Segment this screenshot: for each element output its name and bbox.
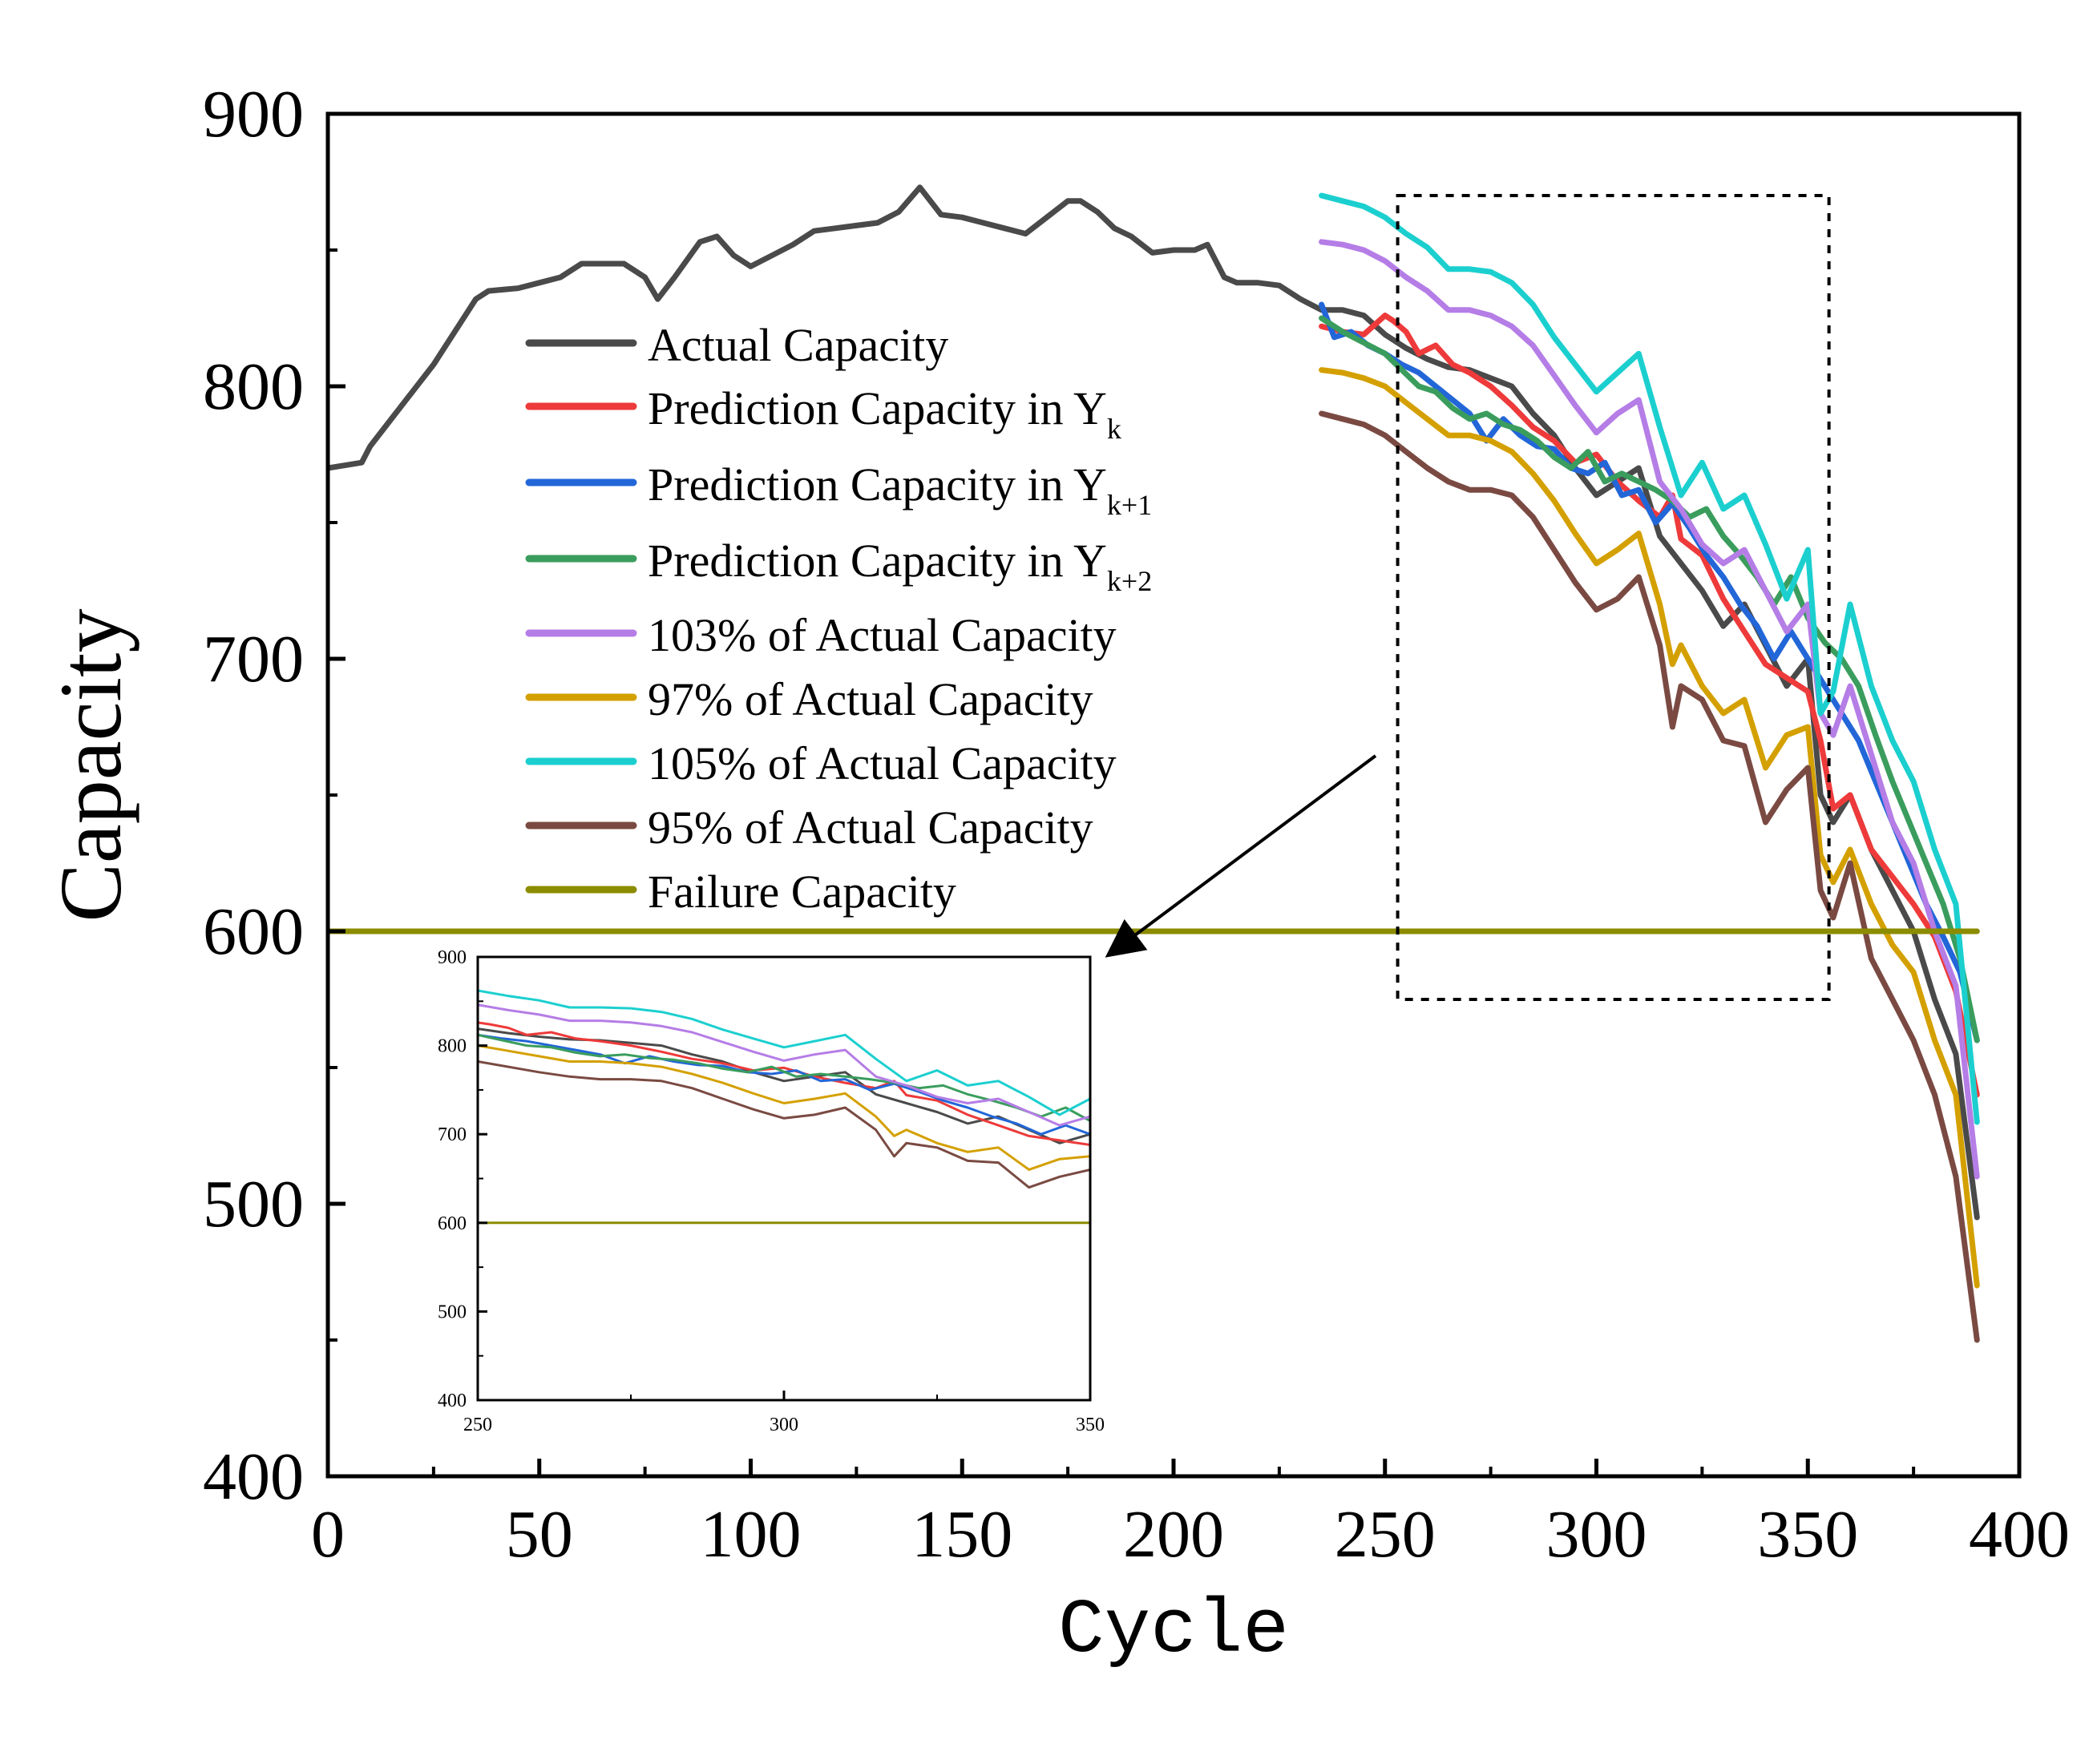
legend-item-actual: Actual Capacity bbox=[525, 319, 948, 371]
legend-subscript: k+2 bbox=[1107, 565, 1152, 597]
zoom-arrow bbox=[1105, 754, 1377, 958]
inset-background bbox=[478, 957, 1090, 1400]
series-line-p97 bbox=[1319, 367, 1980, 1289]
legend-item-p97: 97% of Actual Capacity bbox=[525, 673, 1093, 725]
legend-subscript: k bbox=[1107, 413, 1121, 445]
x-tick-label: 350 bbox=[1757, 1497, 1858, 1572]
inset-x-tick-label: 350 bbox=[1076, 1415, 1105, 1435]
inset-series-line-actual bbox=[478, 1027, 1090, 1144]
x-tick-label: 100 bbox=[701, 1497, 802, 1572]
zoom-indicator bbox=[1105, 194, 1831, 1001]
legend-label: 97% of Actual Capacity bbox=[648, 673, 1093, 725]
legend-label: Failure Capacity bbox=[648, 866, 956, 918]
y-axis-title: Capacity bbox=[42, 609, 139, 922]
main-series-group bbox=[328, 184, 1980, 1343]
inset-y-tick-label: 800 bbox=[438, 1036, 467, 1057]
inset-series-line-p103 bbox=[478, 1003, 1090, 1127]
legend-item-failure: Failure Capacity bbox=[525, 866, 956, 918]
x-tick-label: 150 bbox=[911, 1497, 1012, 1572]
legend-item-p95: 95% of Actual Capacity bbox=[525, 801, 1093, 854]
legend-item-pred_k2: Prediction Capacity in Yk+2 bbox=[525, 535, 1152, 597]
legend-subscript: k+1 bbox=[1107, 489, 1152, 521]
inset-series-line-pred_k1 bbox=[478, 1033, 1090, 1136]
x-tick-label: 250 bbox=[1335, 1497, 1436, 1572]
legend-label: 103% of Actual Capacity bbox=[648, 609, 1117, 661]
legend-item-p103: 103% of Actual Capacity bbox=[525, 609, 1117, 661]
y-tick-label: 500 bbox=[203, 1167, 304, 1241]
inset-y-tick-label: 500 bbox=[438, 1302, 467, 1322]
series-line-p95 bbox=[1319, 410, 1980, 1343]
y-tick-label: 800 bbox=[203, 349, 304, 424]
inset-series-line-p105 bbox=[478, 989, 1090, 1116]
inset-series-line-pred_k2 bbox=[478, 1033, 1090, 1123]
inset-y-tick-label: 700 bbox=[438, 1124, 467, 1145]
y-tick-label: 600 bbox=[203, 894, 304, 969]
inset-series-line-p97 bbox=[478, 1044, 1090, 1171]
legend: Actual Capacity Prediction Capacity in Yk… bbox=[525, 319, 1152, 918]
x-tick-label: 300 bbox=[1546, 1497, 1647, 1572]
legend-label: Actual Capacity bbox=[648, 319, 948, 371]
zoom-box bbox=[1396, 194, 1831, 1001]
inset-series-group bbox=[478, 989, 1090, 1225]
x-tick-label: 50 bbox=[506, 1497, 573, 1572]
x-tick-label: 200 bbox=[1123, 1497, 1224, 1572]
inset-y-tick-label: 600 bbox=[438, 1213, 467, 1234]
series-line-actual bbox=[328, 184, 1980, 1221]
inset-y-tick-label: 400 bbox=[438, 1391, 467, 1411]
inset-chart: 250 300 350 400 500 600 700 800 900 bbox=[438, 947, 1105, 1435]
x-tick-label: 0 bbox=[311, 1497, 345, 1572]
series-line-p105 bbox=[1319, 192, 1980, 1125]
y-tick-label: 400 bbox=[203, 1439, 304, 1514]
legend-item-pred_k: Prediction Capacity in Yk bbox=[525, 382, 1121, 445]
y-tick-label: 700 bbox=[203, 622, 304, 696]
inset-x-tick-label: 250 bbox=[463, 1415, 492, 1435]
inset-x-tick-label: 300 bbox=[770, 1415, 798, 1435]
series-line-pred_k2 bbox=[1319, 315, 1980, 1043]
legend-label: Prediction Capacity in Yk+1 bbox=[648, 458, 1152, 521]
legend-item-p105: 105% of Actual Capacity bbox=[525, 737, 1117, 789]
legend-label: 105% of Actual Capacity bbox=[648, 737, 1117, 789]
x-axis-title: Cycle bbox=[1058, 1587, 1289, 1674]
legend-label: 95% of Actual Capacity bbox=[648, 801, 1093, 854]
legend-label: Prediction Capacity in Yk+2 bbox=[648, 535, 1152, 597]
series-line-p103 bbox=[1319, 239, 1980, 1180]
legend-item-pred_k1: Prediction Capacity in Yk+1 bbox=[525, 458, 1152, 521]
inset-series-line-p95 bbox=[478, 1060, 1090, 1189]
y-tick-label: 900 bbox=[203, 77, 304, 151]
legend-label: Prediction Capacity in Yk bbox=[648, 382, 1121, 445]
inset-y-tick-label: 900 bbox=[438, 947, 467, 968]
series-line-pred_k1 bbox=[1319, 301, 1980, 1043]
main-axes: 0 50 100 150 200 250 300 350 400 400 500 600 700 800 9… bbox=[203, 77, 2070, 1572]
axis-titles: Cycle Capacity bbox=[42, 609, 1289, 1674]
x-tick-label: 400 bbox=[1969, 1497, 2070, 1572]
